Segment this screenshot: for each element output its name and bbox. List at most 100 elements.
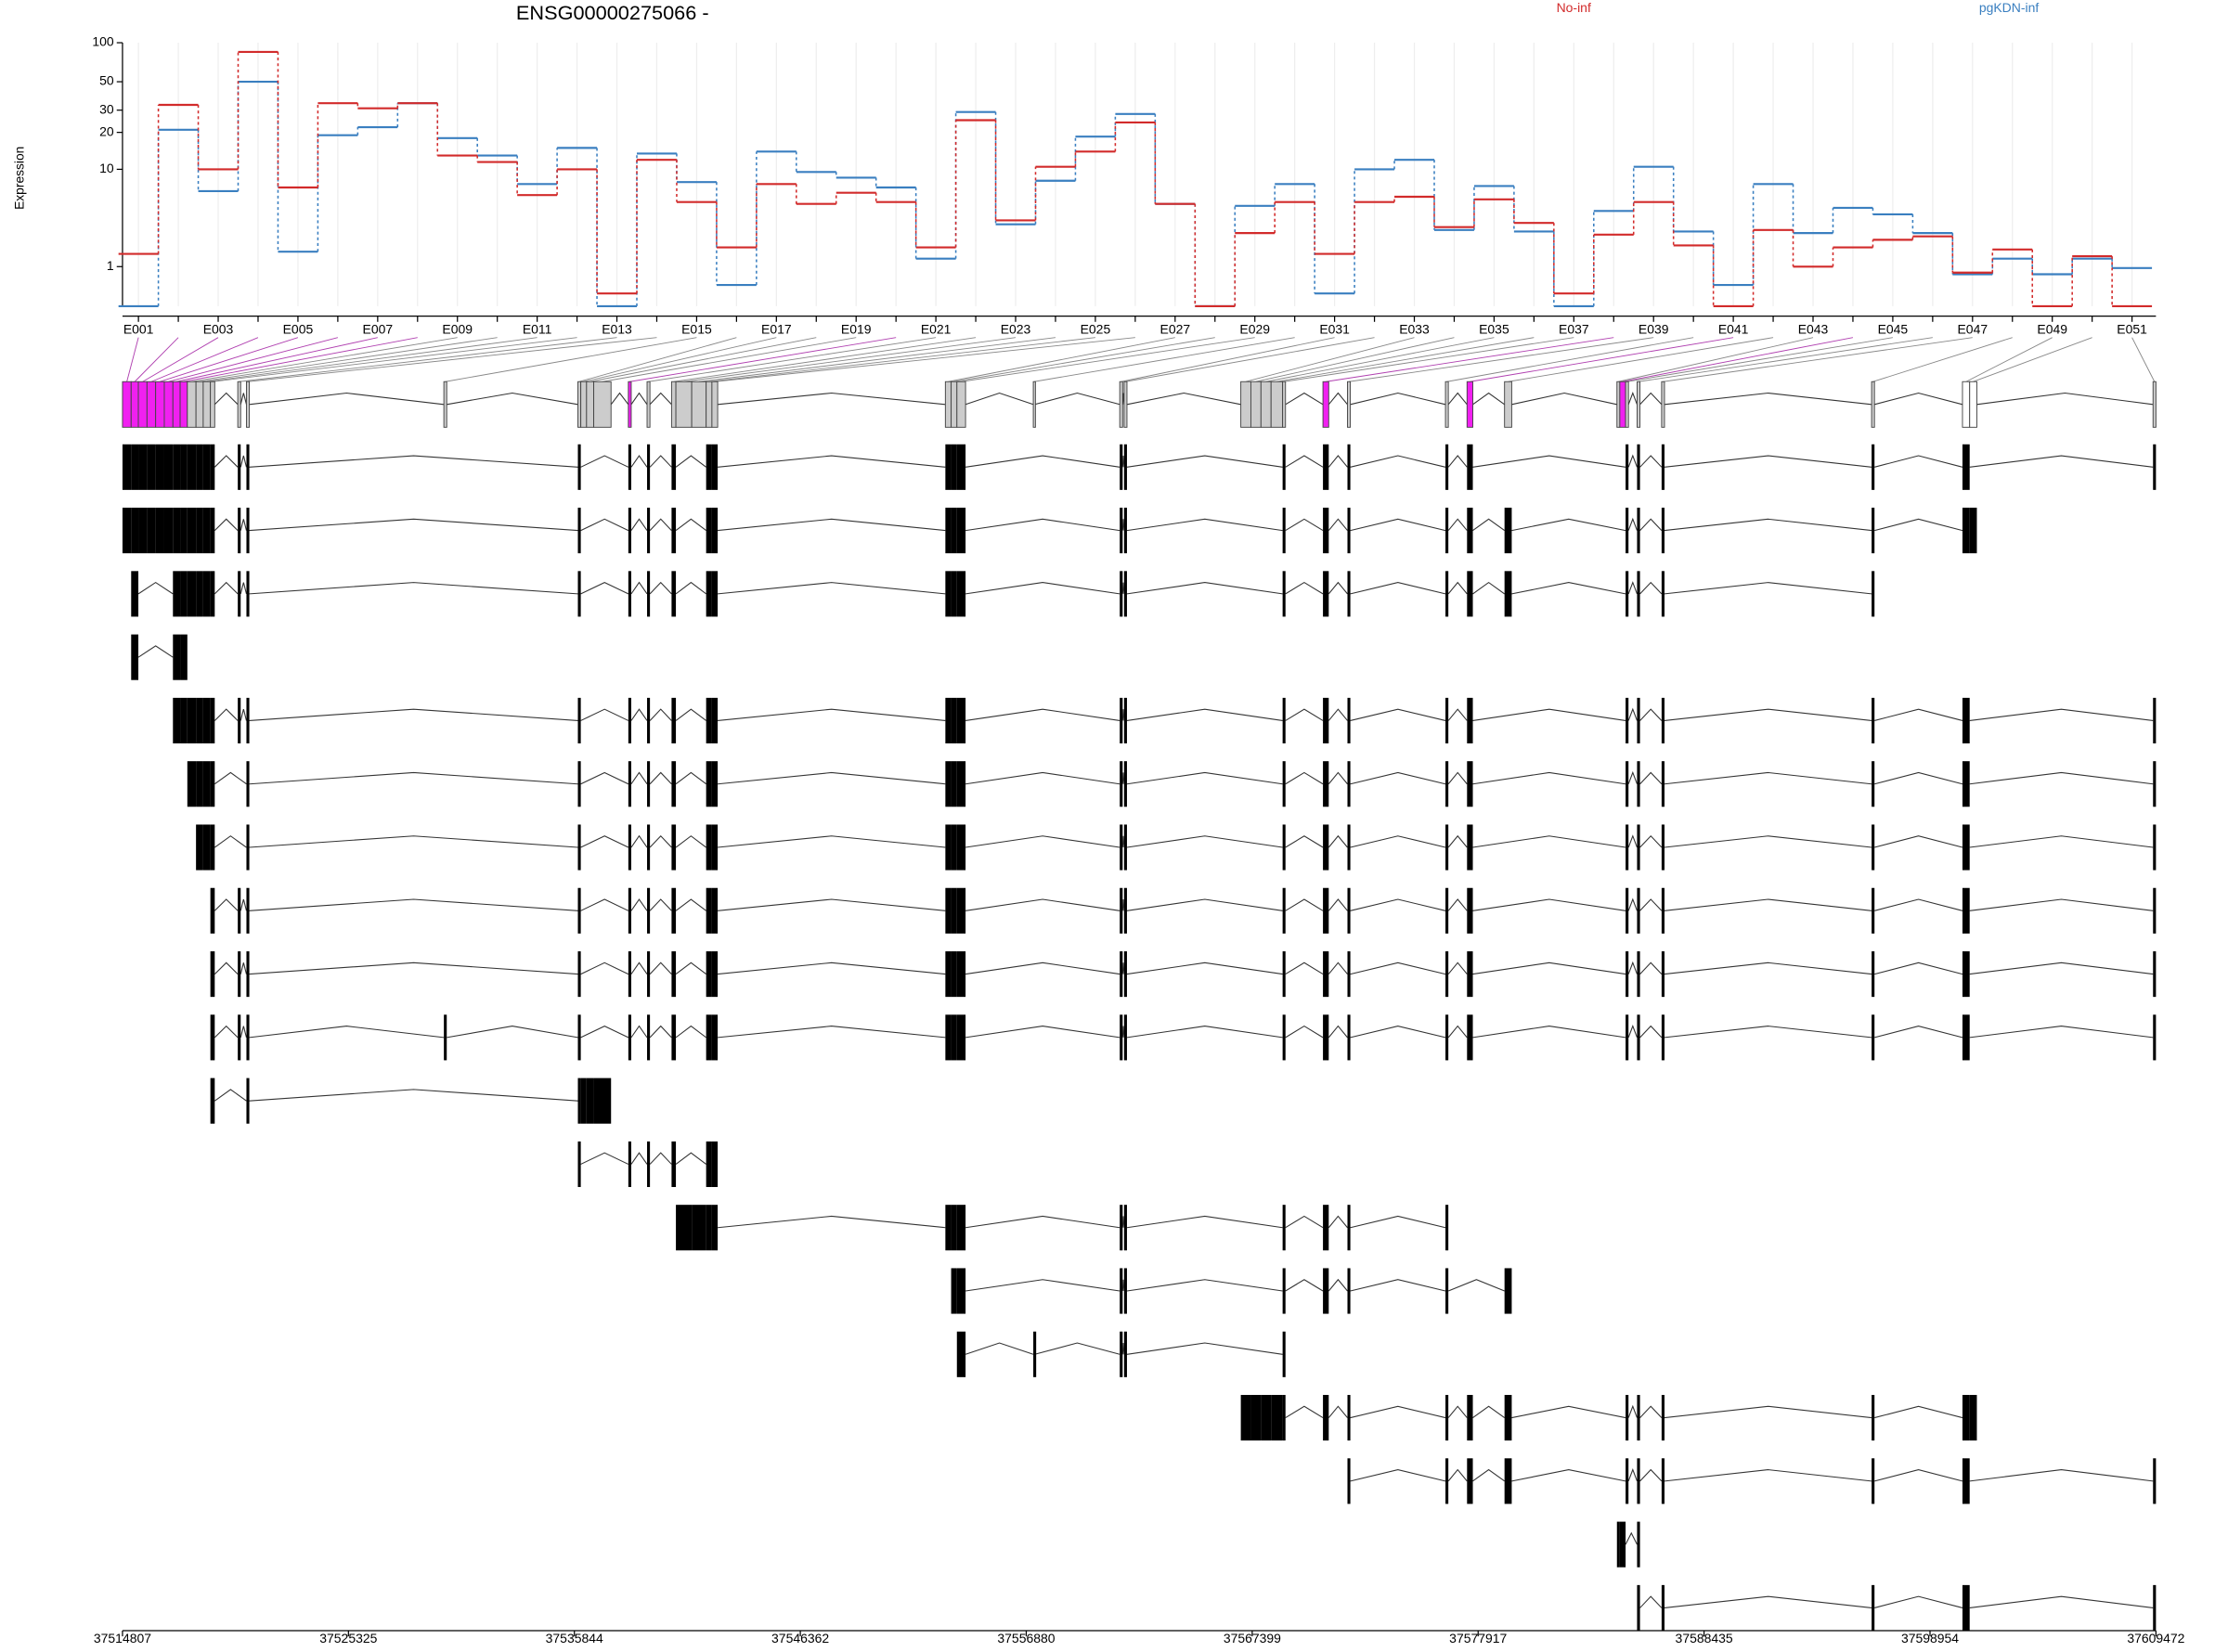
transcript-exon — [1467, 761, 1473, 807]
exon-connector — [1638, 337, 1933, 382]
transcript-exon — [956, 951, 966, 998]
transcript-exon — [1872, 571, 1875, 617]
transcript-exon — [2153, 1458, 2157, 1504]
transcript-exon — [1872, 824, 1875, 871]
transcript-exon — [711, 887, 719, 934]
intron — [1664, 962, 1872, 975]
intron — [1874, 898, 1963, 911]
transcript-exon — [1626, 508, 1629, 554]
transcript-exon — [246, 444, 250, 490]
transcript-exon — [951, 951, 957, 998]
intron — [1664, 835, 1872, 848]
transcript-exon — [1467, 824, 1473, 871]
exon-bin — [130, 381, 139, 428]
intron — [1874, 1595, 1963, 1608]
transcript-exon — [1323, 697, 1329, 743]
exon-connector — [708, 337, 1095, 382]
transcript-exon — [2153, 824, 2157, 871]
exon-connector — [1265, 337, 1495, 382]
transcript-exon — [711, 1014, 719, 1061]
x-tick-label: E003 — [203, 322, 234, 337]
intron — [1874, 708, 1963, 721]
intron — [1664, 708, 1872, 721]
intron — [1472, 455, 1626, 468]
transcript-exon — [1123, 697, 1127, 743]
transcript-exon — [1347, 1205, 1351, 1251]
intron — [1472, 962, 1626, 975]
intron — [675, 1025, 706, 1039]
exon-connector — [602, 337, 857, 382]
intron — [1121, 962, 1125, 974]
intron — [1639, 518, 1663, 531]
intron — [1447, 1405, 1468, 1418]
exon-bin — [1347, 381, 1352, 428]
transcript-exon — [1962, 444, 1970, 490]
intron — [1639, 834, 1663, 848]
exon-connector — [953, 337, 1215, 382]
intron — [718, 455, 946, 468]
exon-connector — [1120, 337, 1335, 382]
transcript-exon — [180, 697, 188, 743]
exon-connector — [1446, 337, 1694, 382]
intron — [1969, 835, 2154, 848]
intron — [1472, 898, 1626, 911]
exon-bin — [1123, 381, 1128, 428]
intron — [1969, 455, 2154, 468]
intron — [1511, 1469, 1626, 1482]
intron — [1447, 962, 1468, 974]
intron — [214, 581, 239, 595]
transcript-exon — [951, 1205, 957, 1251]
intron — [965, 582, 1120, 595]
transcript-exon — [210, 1078, 215, 1124]
transcript-exon — [202, 824, 211, 871]
transcript-exon — [1120, 1331, 1123, 1377]
intron — [1285, 1279, 1324, 1292]
transcript-exon — [945, 1014, 952, 1061]
intron — [1121, 709, 1125, 721]
transcript-exon — [1240, 1395, 1251, 1441]
transcript-exon — [1969, 508, 1977, 554]
transcript-exon — [628, 1014, 631, 1061]
transcript-exon — [577, 761, 581, 807]
transcript-exon — [577, 571, 581, 617]
intron — [1627, 1468, 1638, 1482]
exon-connector — [1973, 337, 2092, 382]
exon-bin — [443, 381, 447, 428]
exon-connector — [1326, 337, 1614, 382]
x-tick-label: E037 — [1559, 322, 1589, 337]
transcript-exon — [147, 444, 156, 490]
transcript-exon — [1123, 1331, 1127, 1377]
transcript-exon — [1445, 761, 1449, 807]
intron — [1472, 1468, 1505, 1482]
transcript-exon — [1504, 1268, 1512, 1314]
transcript-exon — [187, 508, 197, 554]
x-tick-label: E043 — [1798, 322, 1829, 337]
transcript-exon — [671, 951, 677, 998]
exon-connector — [583, 337, 777, 382]
transcript-exon — [238, 508, 241, 554]
intron — [240, 393, 247, 405]
transcript-exon — [1962, 951, 1970, 998]
intron — [1639, 1405, 1663, 1418]
transcript-exon — [2153, 761, 2157, 807]
transcript-exon — [1120, 571, 1123, 617]
transcript-exon — [628, 571, 631, 617]
exon-bin — [2152, 381, 2157, 428]
intron — [1328, 1215, 1348, 1229]
transcript-exon — [956, 1205, 966, 1251]
x-tick-label: E007 — [363, 322, 394, 337]
exon-bin — [646, 381, 651, 428]
transcript-exon — [2153, 887, 2157, 934]
intron — [214, 962, 239, 974]
intron — [1664, 1595, 1872, 1608]
intron — [214, 455, 239, 468]
exon-bin — [195, 381, 204, 428]
intron — [1874, 1026, 1963, 1039]
exon-bin — [956, 381, 966, 428]
transcript-exon — [1120, 444, 1123, 490]
exon-connector — [1622, 337, 1854, 382]
legend-label: pgKDN-inf — [1979, 0, 2040, 15]
transcript-exon — [1661, 697, 1665, 743]
transcript-exon — [1504, 508, 1512, 554]
